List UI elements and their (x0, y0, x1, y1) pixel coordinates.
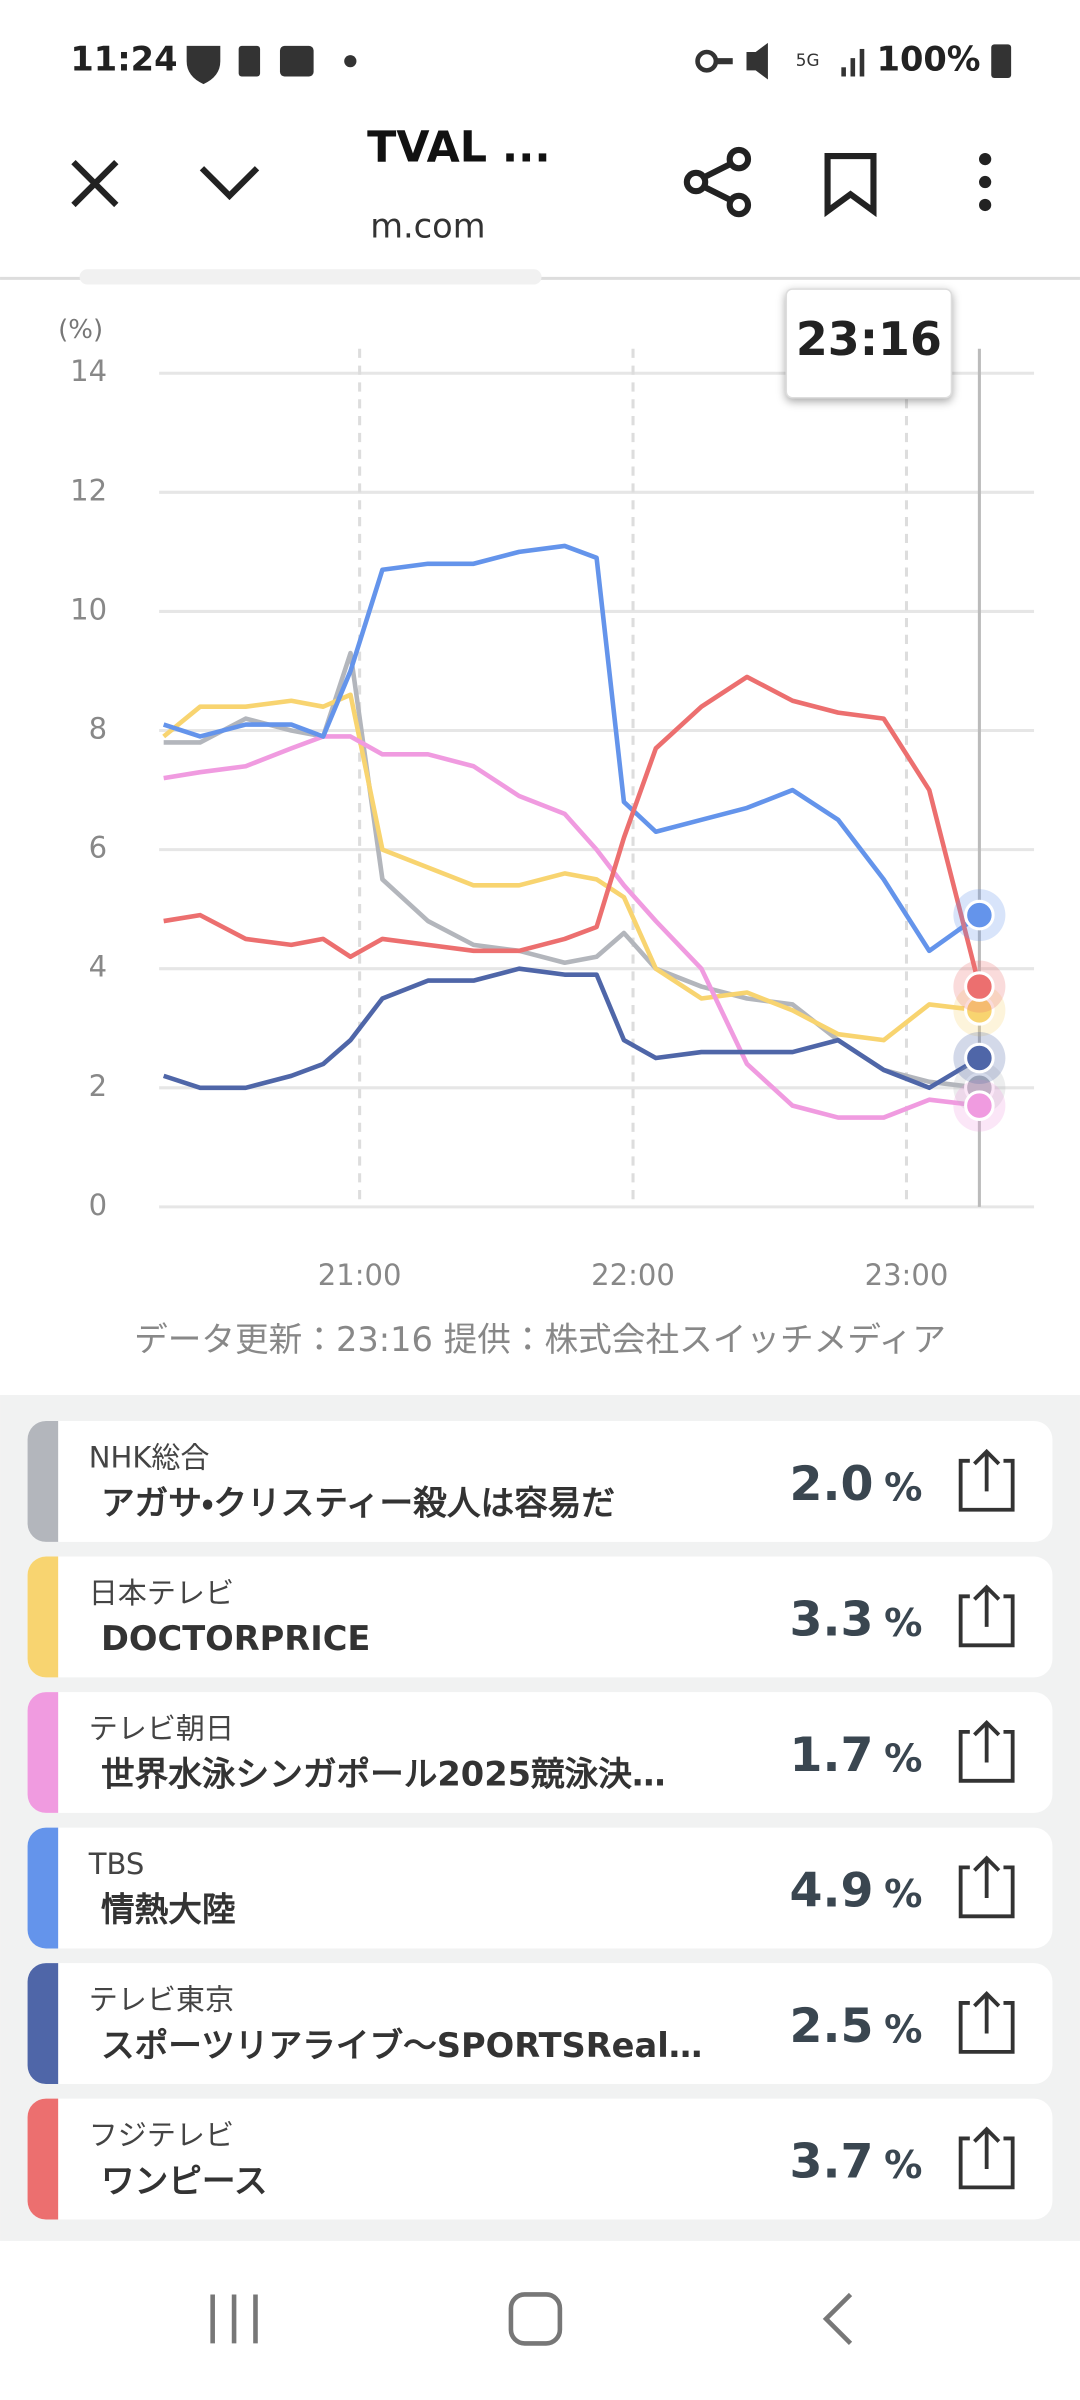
end-point (964, 1042, 995, 1074)
y-tick-label: 2 (89, 1069, 107, 1103)
rating: 3.7 (789, 2134, 873, 2189)
series-line (162, 966, 981, 1091)
status-icons: 5G (186, 42, 1012, 85)
rating: 4.9 (789, 1863, 873, 1918)
y-tick-label: 6 (89, 831, 107, 865)
series-line (162, 692, 980, 1043)
end-point (964, 971, 995, 1002)
rating-unit: % (884, 1602, 922, 1646)
channel-name: フジテレビ (89, 2118, 234, 2152)
y-tick-label: 10 (70, 592, 107, 626)
program-name: スポーツリアライブ～SPORTSReal… (101, 2026, 702, 2065)
channel-card[interactable]: TBS 情熱大陸 4.9% (27, 1827, 1053, 1949)
share-button[interactable] (683, 146, 752, 218)
rating-unit: % (884, 1873, 922, 1917)
share-icon[interactable] (958, 1584, 1015, 1648)
share-icon[interactable] (958, 2126, 1015, 2190)
end-point (964, 1090, 995, 1121)
channel-color (27, 1556, 59, 1678)
rating-unit: % (884, 2144, 922, 2188)
program-name: 情熱大陸 (101, 1890, 236, 1929)
card-background (27, 1692, 1053, 1813)
channel-name: 日本テレビ (89, 1576, 234, 1610)
series-line (163, 674, 982, 988)
x-tick-label: 21:00 (318, 1258, 402, 1292)
x-tick-label: 23:00 (865, 1258, 949, 1292)
share-icon[interactable] (958, 1991, 1015, 2054)
rating: 2.0 (789, 1457, 873, 1512)
card-background (27, 1556, 1053, 1678)
series-line (163, 734, 980, 1120)
x-tick-label: 22:00 (591, 1258, 675, 1292)
program-name: 世界水泳シンガポール2025競泳決… (101, 1755, 666, 1794)
recent-apps-button[interactable] (210, 2294, 258, 2344)
rating-unit: % (884, 1737, 922, 1781)
footer-note: データ更新：23:16 提供：株式会社スイッチメディア (134, 1320, 946, 1359)
tooltip-time: 23:16 (796, 312, 942, 366)
share-icon[interactable] (958, 1855, 1015, 1919)
collapse-button[interactable] (199, 166, 260, 201)
program-name: DOCTORPRICE (101, 1619, 370, 1658)
clock: 11:24 (70, 40, 177, 79)
bookmark-button[interactable] (824, 152, 877, 218)
back-button[interactable] (822, 2292, 853, 2346)
y-tick-label: 4 (89, 950, 107, 984)
card-background (27, 1827, 1053, 1949)
rating-unit: % (884, 1466, 922, 1510)
rating: 3.3 (789, 1592, 873, 1647)
page-url: m.com (370, 206, 485, 245)
y-tick-label: 8 (89, 712, 107, 746)
series-line (162, 543, 981, 954)
y-tick-label: 12 (70, 473, 107, 507)
rating: 1.7 (789, 1728, 873, 1783)
channel-color (27, 1963, 59, 2084)
share-icon[interactable] (958, 1448, 1015, 1512)
y-unit: (%) (58, 315, 103, 345)
program-name: アガサ・クリスティー殺人は容易だ (101, 1484, 615, 1523)
card-background (27, 1421, 1053, 1542)
channel-name: TBS (88, 1847, 145, 1881)
channel-name: テレビ東京 (89, 1982, 234, 2016)
channel-color (27, 1827, 59, 1949)
menu-button[interactable] (979, 152, 992, 212)
svg-text:5G: 5G (796, 50, 820, 70)
channel-color (27, 1692, 59, 1813)
close-button[interactable] (71, 159, 119, 208)
channel-card[interactable]: 日本テレビ DOCTORPRICE 3.3% (27, 1556, 1053, 1678)
nav-bar (210, 2292, 853, 2346)
card-background (27, 1963, 1053, 2084)
end-point (964, 899, 995, 931)
page-title: TVAL ... (367, 122, 551, 172)
program-name: ワンピース (101, 2161, 268, 2200)
tab-strip (79, 269, 542, 285)
channel-name: NHK総合 (89, 1440, 210, 1474)
rating-unit: % (884, 2008, 922, 2052)
tooltip: 23:16 (785, 288, 953, 399)
y-tick-label: 14 (70, 354, 107, 388)
battery-level: 100% (877, 40, 981, 79)
channel-color (27, 2098, 59, 2220)
card-background (27, 2098, 1053, 2220)
channel-color (27, 1421, 59, 1542)
channel-name: テレビ朝日 (89, 1711, 234, 1745)
rating: 2.5 (789, 1999, 873, 2054)
share-icon[interactable] (958, 1719, 1015, 1783)
y-tick-label: 0 (89, 1188, 107, 1222)
home-button[interactable] (508, 2292, 563, 2346)
